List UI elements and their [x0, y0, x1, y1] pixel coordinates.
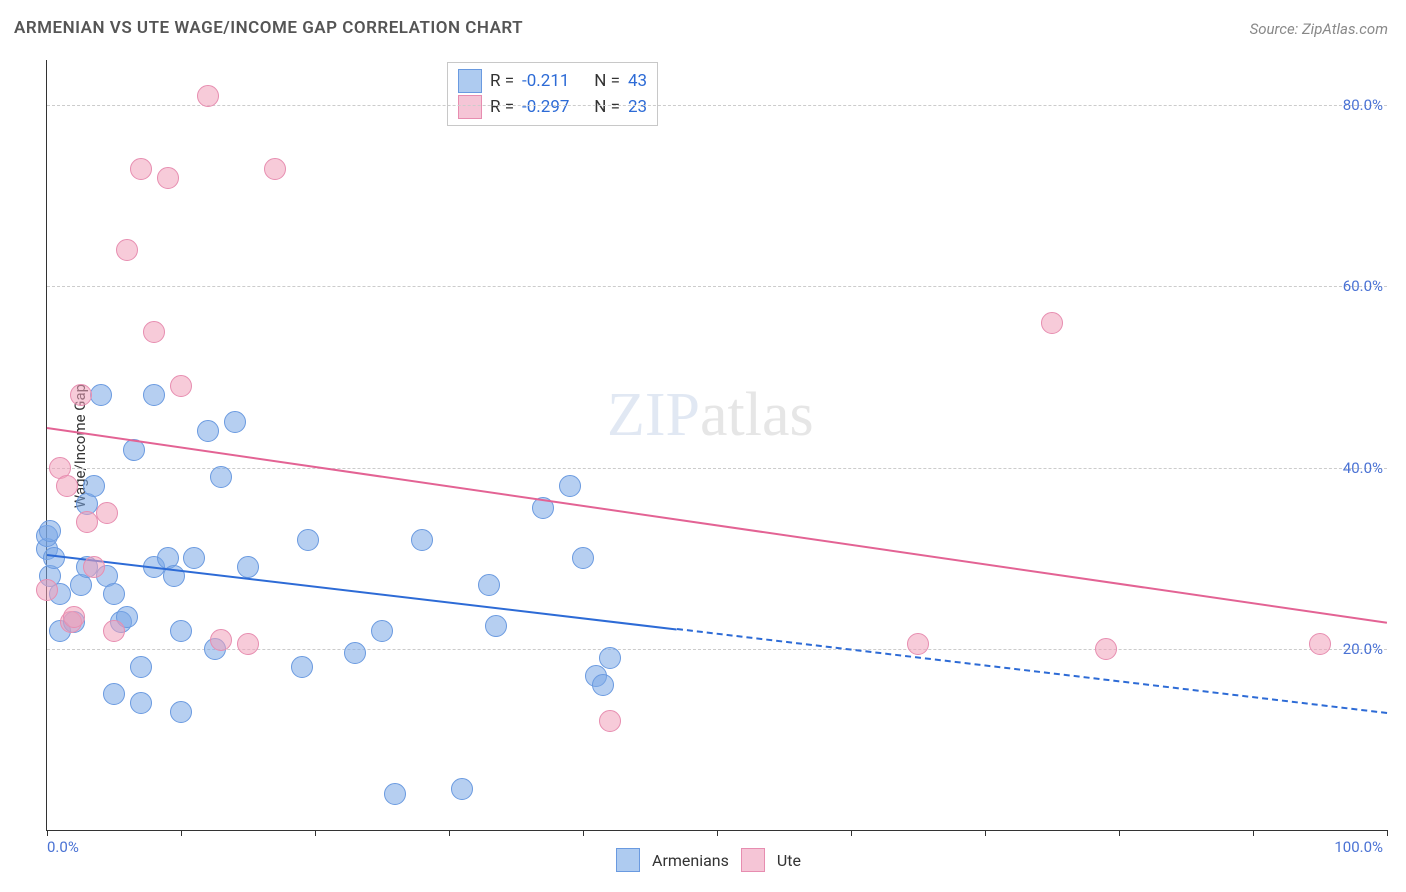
- data-point: [237, 633, 259, 655]
- gridline: [47, 468, 1387, 469]
- data-point: [559, 475, 581, 497]
- x-tick: [315, 830, 316, 836]
- data-point: [56, 475, 78, 497]
- data-point: [224, 411, 246, 433]
- data-point: [384, 783, 406, 805]
- data-point: [63, 606, 85, 628]
- data-point: [183, 547, 205, 569]
- data-point: [36, 579, 58, 601]
- data-point: [170, 701, 192, 723]
- legend-row: R = -0.297 N = 23: [458, 94, 647, 120]
- data-point: [103, 683, 125, 705]
- data-point: [116, 239, 138, 261]
- chart-title: ARMENIAN VS UTE WAGE/INCOME GAP CORRELAT…: [14, 18, 523, 38]
- regression-line: [677, 628, 1387, 714]
- gridline: [47, 286, 1387, 287]
- x-tick: [717, 830, 718, 836]
- data-point: [157, 167, 179, 189]
- data-point: [210, 629, 232, 651]
- data-point: [371, 620, 393, 642]
- data-point: [907, 633, 929, 655]
- series-legend: Armenians Ute: [616, 848, 801, 872]
- x-tick: [851, 830, 852, 836]
- x-tick: [47, 830, 48, 836]
- data-point: [485, 615, 507, 637]
- x-tick: [1387, 830, 1388, 836]
- data-point: [170, 620, 192, 642]
- data-point: [599, 647, 621, 669]
- legend-label: Armenians: [652, 851, 729, 870]
- data-point: [297, 529, 319, 551]
- data-point: [572, 547, 594, 569]
- data-point: [143, 321, 165, 343]
- regression-line: [47, 427, 1387, 624]
- data-point: [1309, 633, 1331, 655]
- data-point: [70, 384, 92, 406]
- data-point: [103, 583, 125, 605]
- data-point: [264, 158, 286, 180]
- watermark: ZIPatlas: [607, 380, 814, 451]
- legend-swatch: [741, 848, 765, 872]
- data-point: [197, 85, 219, 107]
- data-point: [43, 547, 65, 569]
- data-point: [83, 475, 105, 497]
- data-point: [103, 620, 125, 642]
- legend-label: Ute: [777, 851, 801, 870]
- data-point: [237, 556, 259, 578]
- data-point: [170, 375, 192, 397]
- source-attribution: Source: ZipAtlas.com: [1250, 20, 1388, 38]
- x-tick: [1119, 830, 1120, 836]
- x-tick: [1253, 830, 1254, 836]
- legend-swatch: [616, 848, 640, 872]
- legend-swatch: [458, 95, 482, 119]
- x-tick: [583, 830, 584, 836]
- data-point: [130, 158, 152, 180]
- data-point: [291, 656, 313, 678]
- legend-row: R = -0.211 N = 43: [458, 68, 647, 94]
- correlation-legend: R = -0.211 N = 43R = -0.297 N = 23: [447, 62, 658, 126]
- data-point: [130, 656, 152, 678]
- data-point: [1095, 638, 1117, 660]
- data-point: [599, 710, 621, 732]
- data-point: [451, 778, 473, 800]
- legend-swatch: [458, 69, 482, 93]
- data-point: [39, 520, 61, 542]
- x-tick: [449, 830, 450, 836]
- data-point: [1041, 312, 1063, 334]
- data-point: [197, 420, 219, 442]
- y-tick-label: 80.0%: [1343, 96, 1383, 114]
- data-point: [76, 511, 98, 533]
- y-tick-label: 60.0%: [1343, 277, 1383, 295]
- data-point: [90, 384, 112, 406]
- x-tick: [985, 830, 986, 836]
- gridline: [47, 105, 1387, 106]
- x-tick: [181, 830, 182, 836]
- data-point: [83, 556, 105, 578]
- scatter-plot: ZIPatlas R = -0.211 N = 43R = -0.297 N =…: [46, 60, 1387, 831]
- data-point: [411, 529, 433, 551]
- data-point: [96, 502, 118, 524]
- y-tick-label: 40.0%: [1343, 459, 1383, 477]
- data-point: [210, 466, 232, 488]
- data-point: [478, 574, 500, 596]
- data-point: [592, 674, 614, 696]
- x-tick-label: 0.0%: [47, 838, 79, 856]
- data-point: [130, 692, 152, 714]
- data-point: [344, 642, 366, 664]
- data-point: [143, 384, 165, 406]
- x-tick-label: 100.0%: [1334, 838, 1383, 856]
- y-tick-label: 20.0%: [1343, 640, 1383, 658]
